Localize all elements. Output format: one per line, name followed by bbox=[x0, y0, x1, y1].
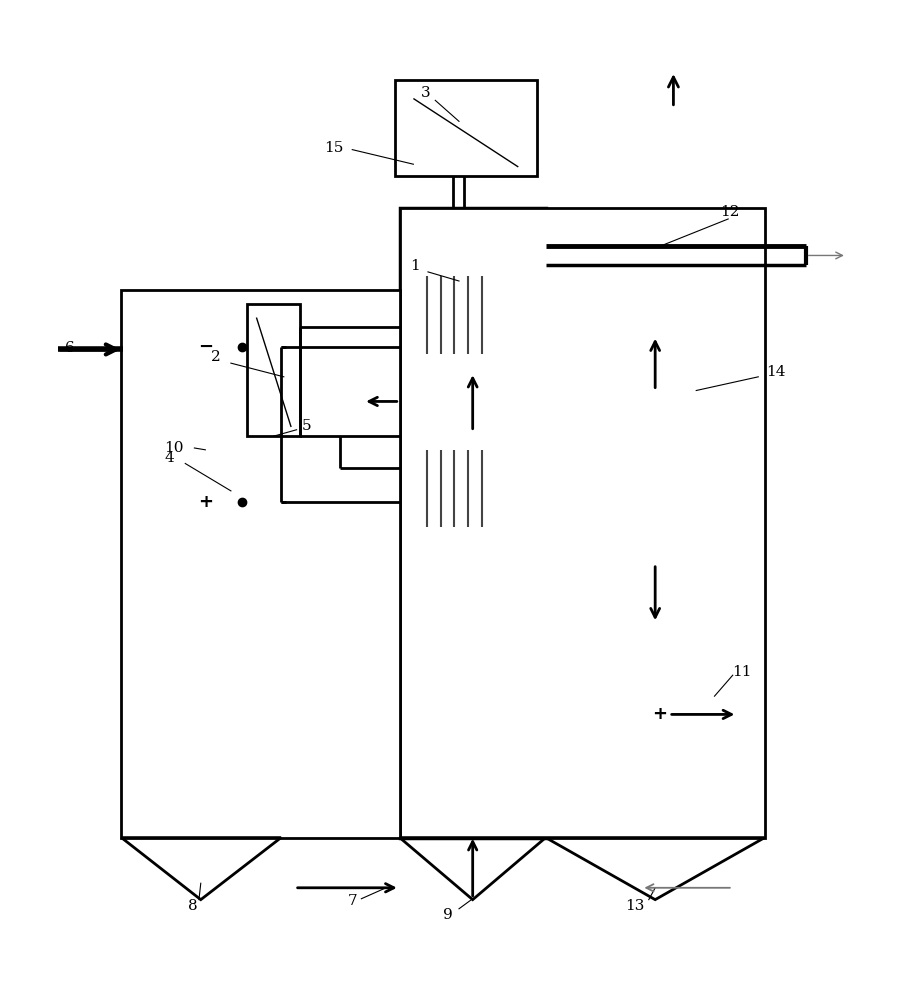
Text: 12: 12 bbox=[721, 205, 740, 219]
Text: 9: 9 bbox=[443, 908, 453, 922]
Text: 15: 15 bbox=[324, 141, 343, 155]
Text: +: + bbox=[198, 493, 213, 511]
Bar bbox=[399, 208, 545, 838]
Text: +: + bbox=[652, 705, 667, 723]
Text: 14: 14 bbox=[766, 365, 786, 379]
Text: 3: 3 bbox=[420, 86, 430, 100]
Bar bbox=[181, 349, 285, 427]
Bar bbox=[395, 80, 536, 176]
Bar bbox=[247, 304, 300, 436]
Text: 11: 11 bbox=[733, 665, 752, 679]
Text: 5: 5 bbox=[302, 419, 311, 433]
Text: 6: 6 bbox=[64, 341, 74, 355]
Text: 13: 13 bbox=[625, 899, 644, 913]
Text: 10: 10 bbox=[164, 441, 185, 455]
Text: −: − bbox=[197, 338, 213, 356]
Text: 7: 7 bbox=[347, 894, 357, 908]
Text: 4: 4 bbox=[165, 451, 174, 465]
Text: 8: 8 bbox=[188, 899, 197, 913]
Text: 2: 2 bbox=[210, 350, 220, 364]
Bar bbox=[121, 290, 399, 838]
Text: 1: 1 bbox=[410, 259, 420, 273]
Bar bbox=[399, 208, 765, 838]
